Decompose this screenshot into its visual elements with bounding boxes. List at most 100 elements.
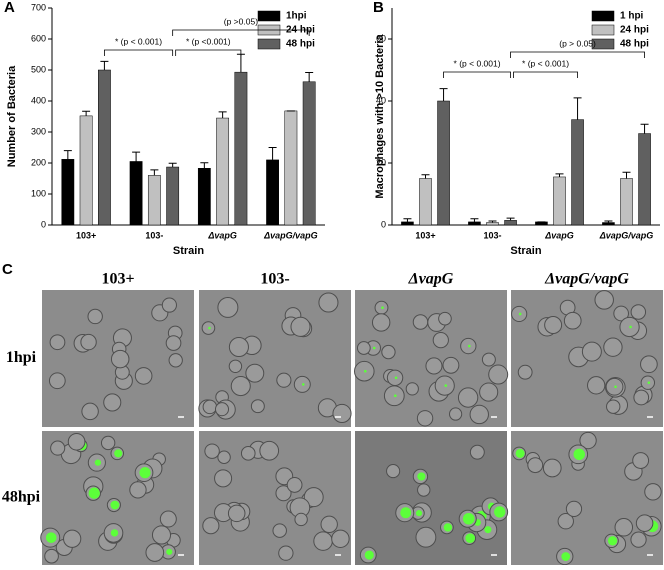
bar xyxy=(79,115,93,226)
cell xyxy=(320,515,338,534)
bacteria xyxy=(301,383,305,386)
cell xyxy=(48,372,66,390)
bar xyxy=(486,222,499,226)
bar xyxy=(504,220,517,226)
cell xyxy=(594,290,614,310)
y-tick-label: 700 xyxy=(31,2,46,12)
bracket xyxy=(104,49,174,56)
error-bar xyxy=(439,88,448,101)
legend-label: 48 hpi xyxy=(620,39,649,50)
cell xyxy=(303,487,324,508)
cell xyxy=(405,382,419,396)
cell xyxy=(640,355,658,374)
cell xyxy=(217,450,231,464)
error-bar xyxy=(305,71,314,82)
x-tick-label: 103- xyxy=(145,230,163,240)
cell xyxy=(165,335,182,351)
cell xyxy=(356,341,371,355)
cell xyxy=(145,543,165,562)
cell xyxy=(217,296,239,318)
y-tick-label: 400 xyxy=(31,95,46,105)
cell xyxy=(151,525,172,545)
micrograph xyxy=(40,431,194,565)
cell xyxy=(587,376,606,395)
error-bar xyxy=(640,123,649,134)
cell xyxy=(527,457,544,474)
cell xyxy=(278,545,294,561)
bar xyxy=(302,81,316,226)
y-axis-label: Macrophages with >10 Bacteria xyxy=(374,34,386,199)
cell xyxy=(245,363,265,383)
legend-swatch xyxy=(591,24,615,36)
bar xyxy=(437,100,450,226)
cell xyxy=(80,333,97,351)
cell xyxy=(259,440,280,461)
bacteria xyxy=(415,510,423,517)
cell xyxy=(557,513,574,530)
bracket xyxy=(172,29,310,36)
cell xyxy=(159,510,177,528)
y-tick-label: 0 xyxy=(41,219,46,229)
bar xyxy=(553,176,566,226)
annotation: * (p < 0.001) xyxy=(115,36,162,46)
error-bar xyxy=(403,218,412,222)
bacteria xyxy=(394,376,398,380)
cell xyxy=(416,410,434,427)
error-bar xyxy=(421,174,430,179)
bacteria xyxy=(110,529,119,537)
cell xyxy=(565,500,583,517)
bacteria xyxy=(393,394,397,398)
cell xyxy=(202,399,218,415)
cell xyxy=(386,464,401,479)
bar xyxy=(284,110,298,226)
panel-letter: B xyxy=(373,0,384,16)
cell xyxy=(644,483,662,501)
bracket xyxy=(443,71,511,78)
y-tick-label: 500 xyxy=(31,64,46,74)
x-tick-label: 103+ xyxy=(76,230,96,240)
micrograph xyxy=(198,290,352,427)
micrograph xyxy=(355,431,509,565)
cell xyxy=(168,353,183,368)
error-bar xyxy=(132,151,141,162)
bacteria xyxy=(208,326,211,330)
bacteria xyxy=(114,449,123,458)
cell xyxy=(272,523,287,538)
y-tick-label: 200 xyxy=(31,157,46,167)
cell xyxy=(230,376,251,397)
bacteria xyxy=(465,533,476,544)
annotation: * (p < 0.001) xyxy=(522,58,569,68)
bacteria xyxy=(561,552,571,561)
cell xyxy=(49,334,66,351)
column-header: 103+ xyxy=(101,271,134,288)
cell xyxy=(228,336,249,358)
bacteria xyxy=(45,532,57,543)
cell xyxy=(449,407,463,421)
bacteria xyxy=(139,467,151,479)
bacteria xyxy=(494,506,506,518)
cell xyxy=(44,548,59,564)
error-bar xyxy=(63,150,72,160)
micrograph xyxy=(511,290,663,427)
bacteria xyxy=(518,312,522,316)
cell xyxy=(161,297,177,313)
x-axis-label: Strain xyxy=(510,245,541,257)
error-bar xyxy=(168,162,177,168)
cell xyxy=(603,337,623,357)
cell xyxy=(633,389,650,406)
bar xyxy=(61,159,75,226)
row-header: 1hpi xyxy=(6,349,37,366)
bracket xyxy=(175,49,242,56)
cell xyxy=(371,313,391,332)
legend-label: 1 hpi xyxy=(620,11,644,22)
bar xyxy=(266,159,279,226)
legend-swatch xyxy=(591,10,615,22)
cell xyxy=(579,431,597,450)
bracket xyxy=(510,51,645,58)
micrograph xyxy=(511,431,663,566)
x-axis-label: Strain xyxy=(173,245,204,257)
error-bar xyxy=(218,111,227,119)
error-bar xyxy=(82,110,91,116)
bacteria xyxy=(381,306,384,310)
bacteria xyxy=(372,346,376,350)
